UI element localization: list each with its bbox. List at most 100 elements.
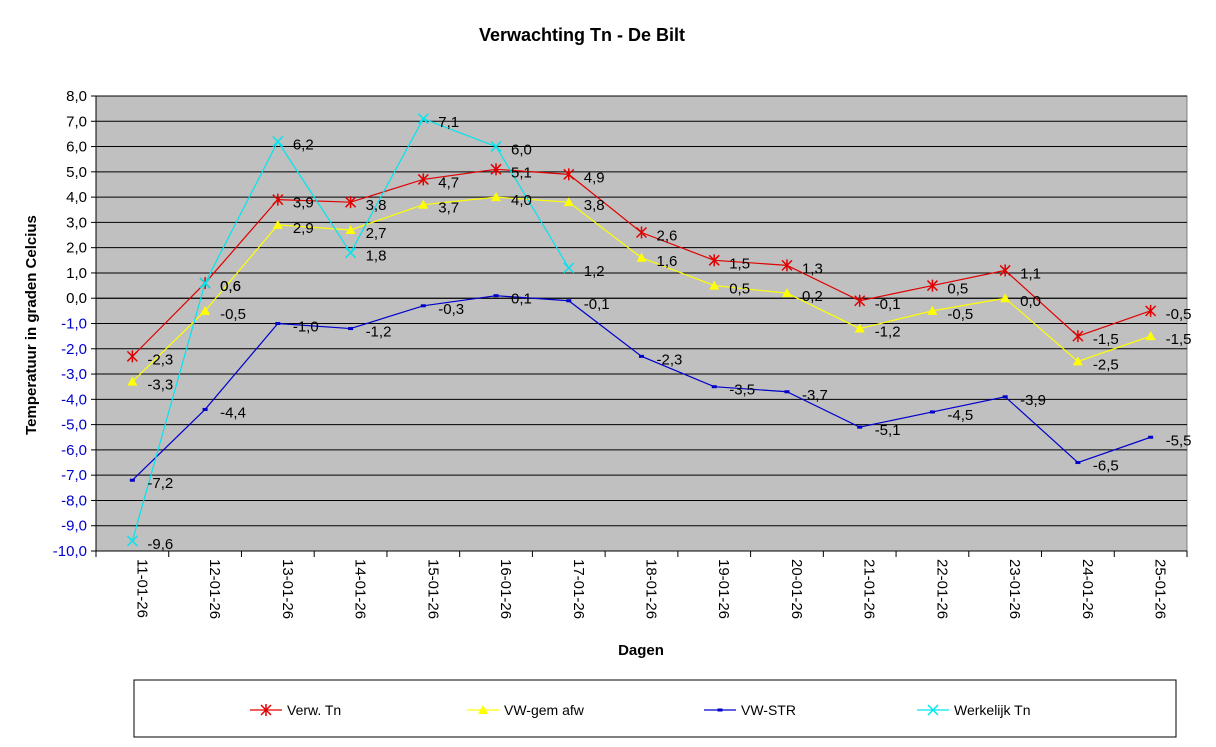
marker-stroke [490,141,502,153]
marker-star [635,226,648,239]
legend-label: VW-gem afw [504,702,585,718]
marker-shape [781,288,792,298]
marker-shape [784,390,790,394]
data-label: -4,5 [947,407,973,424]
marker-x [417,113,429,125]
marker-shape [1072,356,1083,366]
marker-star [1072,330,1084,343]
marker-dash [1002,395,1008,399]
marker-x [927,704,939,716]
marker-triangle [781,288,792,298]
data-label: 2,9 [293,220,314,237]
marker-star [854,294,866,307]
data-label: 7,1 [438,114,459,131]
marker-shape [1000,293,1011,303]
marker-dash [566,299,572,303]
marker-triangle [1145,331,1156,341]
axes: -10,0 -9,0 -8,0 -7,0 -6,0 -5,0 -4,0 -3,0 -2,0 -1,… [53,88,1188,619]
x-tick-label: 19-01-26 [715,559,732,619]
marker-dash [711,385,717,389]
marker-shape [857,425,863,429]
marker-stroke [126,535,138,547]
y-tick-label: -10,0 [53,543,87,560]
x-tick-label: 11-01-26 [133,559,150,618]
data-label: 4,9 [584,169,605,186]
legend-label: Verw. Tn [287,702,341,718]
marker-triangle [418,199,429,209]
marker-dash [717,708,723,712]
data-label: -3,9 [1020,392,1046,409]
data-label: 4,7 [438,174,459,191]
data-label: 2,6 [657,228,678,245]
marker-x [563,262,575,274]
marker-shape [636,252,647,262]
marker-triangle [272,219,283,229]
marker-shape [563,197,574,207]
marker-star [490,163,502,176]
marker-triangle [709,280,720,290]
marker-shape [929,410,935,414]
marker-stroke [199,277,211,289]
data-label: 6,0 [511,142,532,159]
y-tick-label: -6,0 [61,442,87,459]
x-tick-label: 12-01-26 [206,559,223,619]
marker-shape [491,192,502,202]
marker-shape [493,294,499,298]
y-tick-label: 3,0 [66,214,87,231]
data-label: 0,1 [511,291,532,308]
legend-item: Werkelijk Tn [917,702,1031,718]
marker-shape [345,224,356,234]
x-tick-label: 23-01-26 [1006,559,1023,619]
marker-shape [1002,395,1008,399]
series-group [126,113,1157,547]
data-label: 1,2 [584,263,605,280]
data-label: -9,6 [147,536,173,553]
data-label: 0,6 [220,278,241,295]
data-label: 1,1 [1020,265,1041,282]
marker-shape [127,376,138,386]
marker-x [199,277,211,289]
marker-triangle [1072,356,1083,366]
data-label: 4,0 [511,192,532,209]
data-label: 0,5 [729,281,750,298]
marker-triangle [636,252,647,262]
data-label: 0,5 [947,281,968,298]
marker-stroke [417,113,429,125]
marker-star [708,254,720,267]
marker-triangle [127,376,138,386]
data-label: 5,1 [511,164,532,181]
legend-item: VW-STR [704,702,796,718]
marker-star [126,350,138,363]
series-werkelijk-tn [126,113,575,547]
x-tick-label: 25-01-26 [1152,559,1169,619]
marker-shape [1145,331,1156,341]
data-label: -2,5 [1093,356,1119,373]
data-label: 3,8 [584,197,605,214]
data-label: 2,7 [366,225,387,242]
marker-triangle [491,192,502,202]
marker-star [781,259,793,272]
x-tick-label: 18-01-26 [643,559,660,619]
marker-dash [639,354,644,358]
x-axis-title: Dagen [618,642,664,659]
marker-shape [927,305,938,315]
marker-star [260,704,272,716]
marker-shape [272,219,283,229]
data-label: -3,7 [802,387,828,404]
data-label: -2,3 [657,351,683,368]
y-tick-label: -5,0 [61,417,87,434]
marker-shape [348,327,354,331]
marker-dash [202,407,208,411]
data-label: -1,5 [1093,331,1119,348]
data-label: 1,6 [657,253,678,270]
data-labels: -2,3 0,6 3,9 3,8 4,7 5,1 4,9 2,6 1,5 1,3 -0,1 0,5 1,… [147,114,1191,553]
legend-box [133,679,1177,738]
data-label: -4,4 [220,404,246,421]
y-tick-label: -1,0 [61,316,87,333]
marker-dash [420,304,426,308]
marker-x [272,135,284,148]
x-tick-label: 22-01-26 [933,559,950,619]
marker-shape [854,323,865,333]
marker-triangle [854,323,865,333]
